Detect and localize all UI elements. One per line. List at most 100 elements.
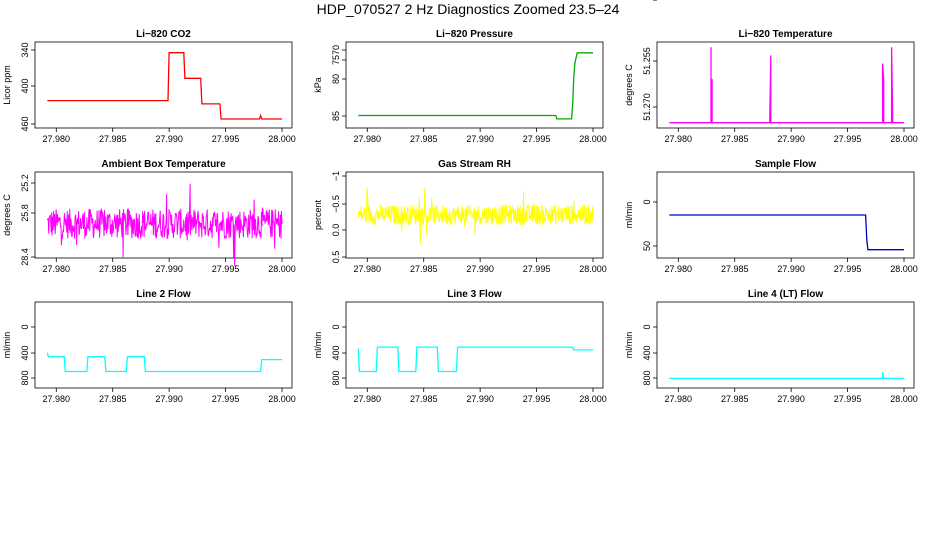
y-tick-label: 28.4 [20,248,30,266]
x-tick-label: 27.995 [212,394,240,404]
x-tick-label: 27.980 [43,394,71,404]
x-tick-label: 28.000 [579,264,607,274]
panel-title: Li−820 Pressure [436,29,513,40]
x-tick-label: 27.980 [665,134,693,144]
x-tick-label: 27.990 [155,264,183,274]
series-line-temp [669,47,904,124]
y-tick-label: 400 [20,78,30,93]
figure-title: HDP_070527 2 Hz Diagnostics Zoomed 23.5–… [317,1,620,17]
x-tick-label: 27.995 [212,264,240,274]
x-tick-label: 27.995 [834,134,862,144]
chart-panel-7: Line 2 Flow 27.980 27.985 27.990 27.995 28.00… [2,289,296,404]
x-tick-label: 28.000 [890,134,918,144]
series-line-noise [46,183,283,266]
y-tick-label: 0 [20,324,30,329]
x-tick-label: 27.990 [155,394,183,404]
x-tick-label: 27.995 [212,134,240,144]
x-tick-label: 27.980 [43,264,71,274]
x-tick-label: 27.995 [834,264,862,274]
y-axis-label: percent [313,199,323,230]
x-tick-label: 27.990 [155,134,183,144]
plot-frame [345,41,604,129]
x-tick-label: 27.980 [43,134,71,144]
series-line-co2 [47,52,282,120]
y-tick-label: 0 [642,199,652,204]
chart-panel-6: Sample Flow 27.980 27.985 27.990 27.995 28.00… [624,0,918,274]
series-line-pressure [358,52,593,120]
x-tick-label: 27.985 [99,134,127,144]
y-tick-label: 400 [642,345,652,360]
y-axis-label: ml/min [624,202,634,229]
x-tick-label: 27.990 [777,394,805,404]
series-line-line3 [357,346,593,373]
chart-panel-5: Gas Stream RH 27.980 27.985 27.990 27.995 28.… [313,159,607,274]
y-tick-label: 400 [20,345,30,360]
y-tick-label: 100 [642,0,657,2]
panel-title: Line 4 (LT) Flow [748,289,824,300]
plot-frame [34,41,293,129]
plot-frame [345,301,604,389]
panel-title: Line 2 Flow [136,289,191,300]
chart-panel-2: Li−820 Pressure 27.980 27.985 27.990 27.995 2… [313,29,607,144]
chart-panel-4: Ambient Box Temperature 27.980 27.985 27.99… [2,159,296,274]
chart-panel-9: Line 4 (LT) Flow 27.980 27.985 27.990 27.995… [624,289,918,404]
y-tick-label: 80 [331,74,341,84]
x-tick-label: 27.980 [665,394,693,404]
x-tick-label: 27.995 [523,134,551,144]
chart-panel-8: Line 3 Flow 27.980 27.985 27.990 27.995 28.00… [313,289,607,404]
plot-frame [656,301,915,389]
x-tick-label: 28.000 [579,134,607,144]
y-tick-label: 0.0 [331,224,341,237]
series-line-line4 [669,372,904,380]
y-axis-label: Licor ppm [2,65,12,105]
x-tick-label: 27.985 [410,394,438,404]
x-tick-label: 27.985 [410,264,438,274]
x-tick-label: 28.000 [890,394,918,404]
panel-title: Sample Flow [755,159,816,170]
x-tick-label: 27.980 [354,264,382,274]
x-tick-label: 28.000 [890,264,918,274]
panel-title: Li−820 Temperature [738,29,832,40]
y-tick-label: 51.255 [642,47,652,75]
y-tick-label: 800 [642,370,652,385]
panel-title: Line 3 Flow [447,289,502,300]
plot-frame [345,171,604,259]
x-tick-label: 27.990 [777,134,805,144]
series-line-noise [357,187,594,244]
x-tick-label: 27.995 [523,264,551,274]
x-tick-label: 27.980 [665,264,693,274]
chart-panel-1: Li−820 CO2 27.980 27.985 27.990 27.995 28.000… [2,29,296,144]
y-tick-label: 400 [331,345,341,360]
plot-frame [34,171,293,259]
x-tick-label: 27.980 [354,134,382,144]
y-tick-label: −1 [331,171,341,181]
x-tick-label: 27.985 [721,134,749,144]
x-tick-label: 27.985 [99,264,127,274]
plot-frame [656,41,915,129]
y-tick-label: 0 [642,324,652,329]
y-axis-label: ml/min [624,332,634,359]
x-tick-label: 27.985 [721,264,749,274]
x-tick-label: 27.990 [466,134,494,144]
y-tick-label: 50 [642,241,652,251]
y-tick-label: 0 [331,324,341,329]
x-tick-label: 28.000 [268,134,296,144]
y-axis-label: ml/min [313,332,323,359]
y-tick-label: −0.5 [331,195,341,213]
y-tick-label: 460 [20,116,30,131]
y-tick-label: 800 [20,370,30,385]
y-axis-label: kPa [313,77,323,93]
x-tick-label: 27.995 [834,394,862,404]
x-tick-label: 27.985 [99,394,127,404]
x-tick-label: 27.990 [777,264,805,274]
y-axis-label: ml/min [2,332,12,359]
y-tick-label: 85 [331,111,341,121]
plot-frame [656,171,915,259]
x-tick-label: 28.000 [268,264,296,274]
x-tick-label: 27.990 [466,264,494,274]
y-tick-label: 0.5 [331,251,341,264]
y-tick-label: 150 [642,0,657,2]
panel-title: Li−820 CO2 [136,29,191,40]
y-axis-label: degrees C [624,64,634,106]
